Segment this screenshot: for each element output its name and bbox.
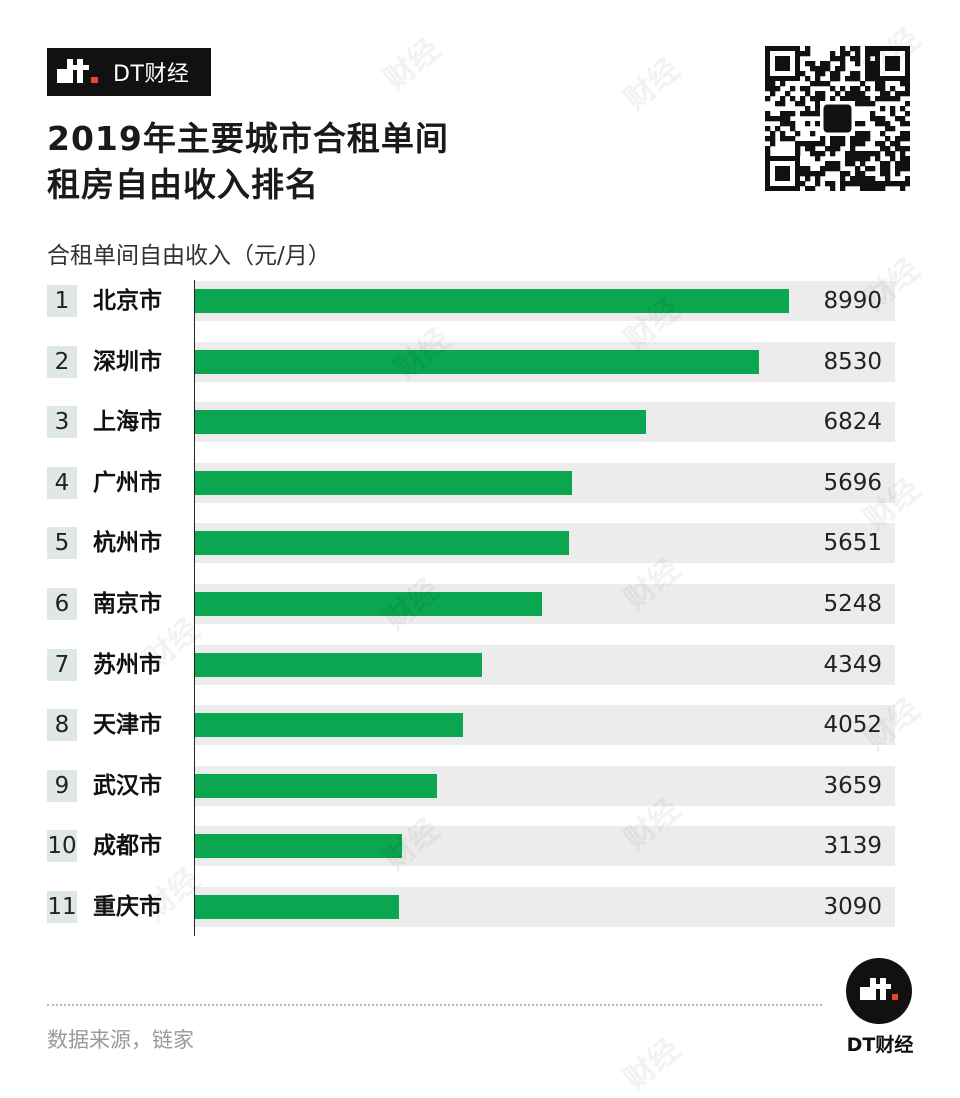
category-label: 广州市 [93, 469, 162, 496]
data-label: 3090 [823, 894, 882, 920]
data-label: 5651 [823, 530, 882, 557]
bar [195, 470, 572, 495]
footer-divider [47, 1004, 822, 1006]
brand-badge-text: DT财经 [113, 62, 190, 87]
category-label: 上海市 [93, 409, 162, 436]
bar [195, 652, 483, 677]
rank-label: 6 [47, 588, 77, 620]
data-label: 4052 [823, 712, 882, 739]
chart-row: 8 天津市 4052 [0, 705, 960, 746]
rank-label: 9 [47, 769, 77, 802]
chart-axis-line [194, 280, 195, 936]
rank-label: 1 [47, 285, 77, 317]
rank-label: 5 [47, 527, 77, 560]
chart-axis-label: 合租单间自由收入（元/月） [47, 243, 331, 269]
brand-logo-badge: DT财经 [47, 48, 211, 96]
chart-row: 4 广州市 5696 [0, 462, 960, 503]
bar [195, 289, 790, 313]
chart-row: 9 武汉市 3659 [0, 765, 960, 806]
category-label: 苏州市 [93, 651, 162, 678]
chart-row: 7 苏州市 4349 [0, 644, 960, 685]
chart-row: 6 南京市 5248 [0, 584, 960, 624]
data-label: 5696 [823, 469, 882, 496]
bar [195, 773, 437, 798]
rank-label: 4 [47, 466, 77, 499]
rank-label: 8 [47, 709, 77, 742]
bar [195, 895, 400, 919]
data-label: 8990 [823, 288, 882, 314]
bar [195, 592, 542, 616]
chart-row: 1 北京市 8990 [0, 281, 960, 321]
dt-logo-icon [57, 59, 98, 83]
brand-footer-name: DT财经 [846, 1034, 914, 1056]
bar [195, 834, 403, 859]
data-source-note: 数据来源，链家 [47, 1028, 194, 1052]
category-label: 天津市 [93, 712, 162, 739]
category-label: 杭州市 [93, 530, 162, 557]
bar-chart: 1 北京市 8990 2 深圳市 8530 3 上海市 6824 4 广州市 5696 5 杭州市 5651… [0, 280, 960, 936]
rank-label: 3 [47, 406, 77, 439]
rank-label: 7 [47, 648, 77, 681]
data-label: 3139 [823, 833, 882, 860]
data-label: 3659 [823, 772, 882, 799]
dt-brand-logo-icon [846, 958, 912, 1024]
category-label: 深圳市 [93, 348, 162, 375]
bar [195, 410, 647, 435]
chart-title: 2019年主要城市合租单间 租房自由收入排名 [47, 116, 449, 208]
data-label: 6824 [823, 409, 882, 436]
chart-title-line-2: 租房自由收入排名 [47, 165, 319, 204]
category-label: 北京市 [93, 288, 162, 314]
rank-label: 10 [47, 830, 77, 863]
bar [195, 349, 759, 374]
data-label: 8530 [823, 348, 882, 375]
qr-code-icon [765, 46, 910, 191]
dt-brand-mark-icon [860, 978, 898, 1000]
category-label: 南京市 [93, 591, 162, 617]
chart-row: 10 成都市 3139 [0, 826, 960, 867]
data-label: 4349 [823, 651, 882, 678]
category-label: 成都市 [93, 833, 162, 860]
chart-title-line-1: 2019年主要城市合租单间 [47, 119, 449, 158]
bar [195, 531, 569, 556]
category-label: 武汉市 [93, 772, 162, 799]
category-label: 重庆市 [93, 894, 162, 920]
chart-row: 5 杭州市 5651 [0, 523, 960, 564]
data-label: 5248 [823, 591, 882, 617]
chart-row: 11 重庆市 3090 [0, 887, 960, 927]
bar [195, 713, 463, 738]
rank-label: 11 [47, 891, 77, 923]
chart-row: 2 深圳市 8530 [0, 341, 960, 382]
chart-row: 3 上海市 6824 [0, 402, 960, 443]
rank-label: 2 [47, 345, 77, 378]
